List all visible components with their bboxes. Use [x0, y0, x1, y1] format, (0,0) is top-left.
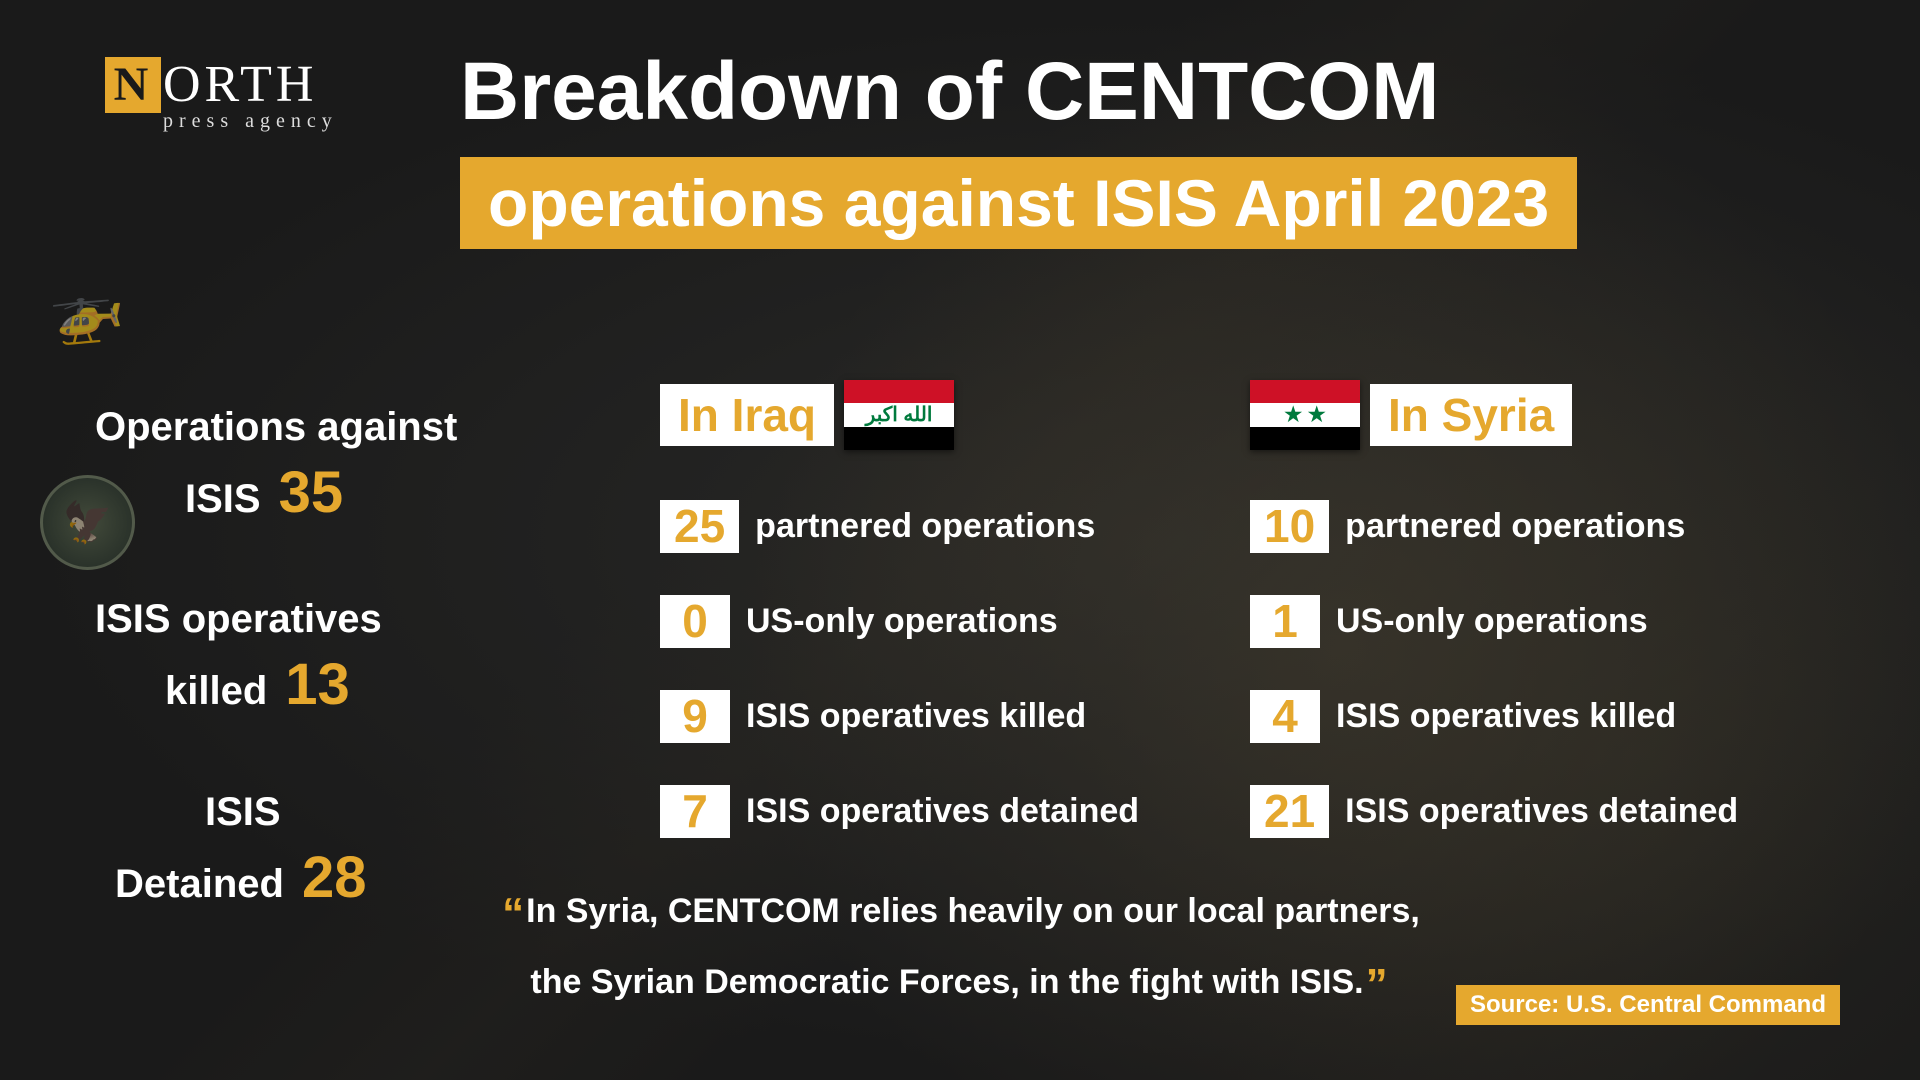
title-line-2: operations against ISIS April 2023: [460, 157, 1577, 249]
agency-logo: NORTH press agency: [105, 55, 338, 133]
syria-flag-text: ★ ★: [1250, 403, 1360, 426]
syria-stat-label: ISIS operatives killed: [1336, 697, 1676, 736]
logo-subtitle: press agency: [163, 110, 338, 133]
summary-label-3a: ISIS: [95, 785, 535, 839]
title-line-1: Breakdown of CENTCOM: [460, 45, 1577, 139]
summary-value-2: 13: [285, 646, 350, 724]
open-quote-icon: “: [500, 889, 526, 938]
syria-stat-value: 10: [1250, 500, 1329, 553]
iraq-stat-value: 9: [660, 690, 730, 743]
syria-flag-stripe-3: [1250, 427, 1360, 450]
syria-label: In Syria: [1370, 384, 1572, 446]
iraq-stat-value: 7: [660, 785, 730, 838]
quote-line-2: the Syrian Democratic Forces, in the fig…: [530, 963, 1363, 1001]
syria-stat-value: 1: [1250, 595, 1320, 648]
iraq-stat-killed: 9 ISIS operatives killed: [660, 690, 1160, 743]
iraq-flag-text: الله اكبر: [844, 403, 954, 426]
summary-label-1b: ISIS: [185, 472, 261, 526]
iraq-flag-icon: الله اكبر: [844, 380, 954, 450]
syria-stat-value: 21: [1250, 785, 1329, 838]
syria-stat-label: partnered operations: [1345, 507, 1685, 546]
summary-label-3b: Detained: [115, 857, 284, 911]
syria-stat-usonly: 1 US-only operations: [1250, 595, 1750, 648]
summary-label-2a: ISIS operatives: [95, 592, 535, 646]
iraq-flag-stripe-3: [844, 427, 954, 450]
quote-block: “In Syria, CENTCOM relies heavily on our…: [310, 879, 1610, 1020]
syria-stat-label: ISIS operatives detained: [1345, 792, 1738, 831]
iraq-label: In Iraq: [660, 384, 834, 446]
iraq-stat-detained: 7 ISIS operatives detained: [660, 785, 1160, 838]
syria-header: ★ ★ In Syria: [1250, 380, 1750, 450]
summary-value-1: 35: [279, 454, 344, 532]
iraq-column: In Iraq الله اكبر 25 partnered operation…: [660, 380, 1160, 880]
iraq-stat-value: 25: [660, 500, 739, 553]
summary-label-1a: Operations against: [95, 400, 535, 454]
close-quote-icon: ”: [1364, 960, 1390, 1009]
iraq-stat-partnered: 25 partnered operations: [660, 500, 1160, 553]
iraq-header: In Iraq الله اكبر: [660, 380, 1160, 450]
summary-operations: Operations against ISIS 35: [95, 400, 535, 532]
summary-label-2b: killed: [165, 664, 267, 718]
syria-stat-partnered: 10 partnered operations: [1250, 500, 1750, 553]
helicopter-icon: 🚁: [47, 272, 128, 349]
syria-flag-stripe-1: [1250, 380, 1360, 403]
iraq-stat-usonly: 0 US-only operations: [660, 595, 1160, 648]
logo-wordmark: NORTH: [105, 55, 317, 114]
summary-killed: ISIS operatives killed 13: [95, 592, 535, 724]
syria-column: ★ ★ In Syria 10 partnered operations 1 U…: [1250, 380, 1750, 880]
logo-initial-box: N: [105, 57, 161, 113]
content-root: 🚁 🦅 NORTH press agency Breakdown of CENT…: [0, 0, 1920, 1080]
source-attribution: Source: U.S. Central Command: [1456, 985, 1840, 1025]
quote-line-1: In Syria, CENTCOM relies heavily on our …: [526, 892, 1420, 930]
syria-stat-killed: 4 ISIS operatives killed: [1250, 690, 1750, 743]
iraq-stat-label: ISIS operatives killed: [746, 697, 1086, 736]
iraq-flag-stripe-1: [844, 380, 954, 403]
syria-stat-detained: 21 ISIS operatives detained: [1250, 785, 1750, 838]
syria-flag-icon: ★ ★: [1250, 380, 1360, 450]
iraq-stat-label: ISIS operatives detained: [746, 792, 1139, 831]
logo-rest: ORTH: [163, 55, 317, 114]
iraq-stat-label: US-only operations: [746, 602, 1058, 641]
iraq-stat-label: partnered operations: [755, 507, 1095, 546]
title-block: Breakdown of CENTCOM operations against …: [460, 45, 1577, 249]
syria-stat-label: US-only operations: [1336, 602, 1648, 641]
syria-stat-value: 4: [1250, 690, 1320, 743]
iraq-stat-value: 0: [660, 595, 730, 648]
